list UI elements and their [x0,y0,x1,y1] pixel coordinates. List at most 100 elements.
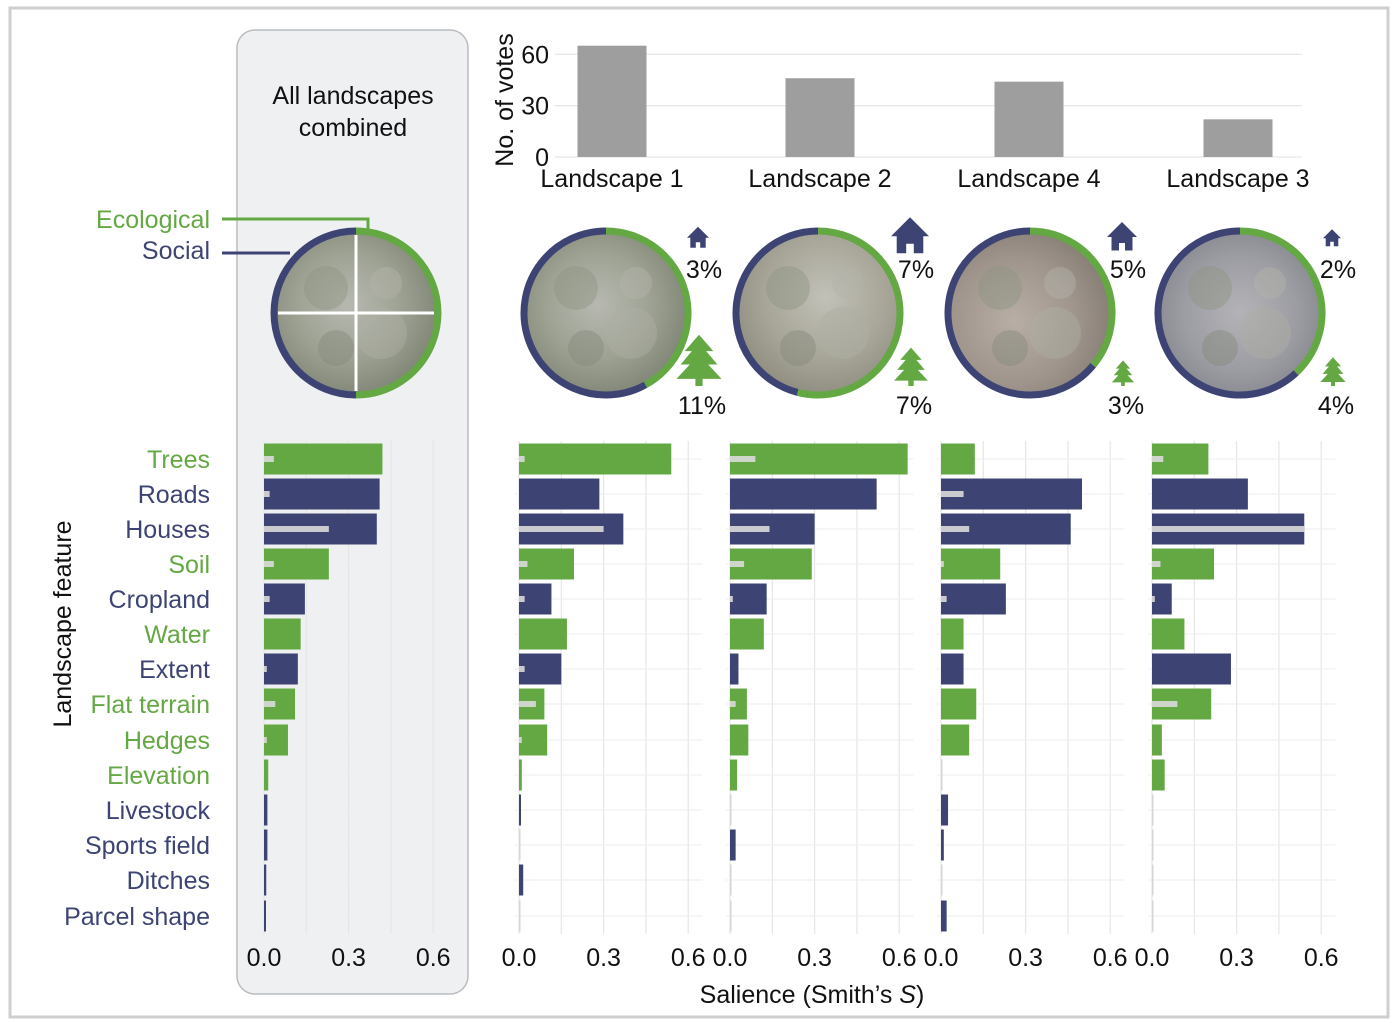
salience-bar-water [264,618,301,650]
social-percent-label: 5% [1110,256,1146,284]
vote-bar-landscape-2 [785,78,855,157]
salience-x-tick-label: 0.6 [671,944,706,972]
salience-bar-livestock [1152,794,1154,826]
salience-x-tick-label: 0.0 [924,944,959,972]
salience-bar-parcel-shape [730,900,732,932]
salience-bar-extent [730,653,739,685]
salience-highlight-flat-terrain [264,701,276,707]
salience-bar-sports-field [1152,829,1154,861]
salience-highlight-extent [519,666,525,672]
feature-label-parcel-shape: Parcel shape [64,903,210,931]
ecological-share-arc [796,227,904,399]
y-axis-title: Landscape feature [49,520,77,727]
salience-bar-flat-terrain [941,688,977,720]
combined-title-line2: combined [299,114,407,142]
house-icon [1323,229,1341,247]
tree-icon [894,347,928,386]
salience-bar-extent [519,653,562,685]
salience-highlight-soil [730,561,745,567]
salience-highlight-cropland [941,596,947,602]
feature-label-cropland: Cropland [109,586,210,614]
ecological-share-arc [605,227,692,388]
salience-bar-cropland [1152,583,1172,615]
salience-bar-sports-field [519,829,521,861]
ecological-percent-label: 11% [678,392,726,420]
feature-label-livestock: Livestock [106,797,211,825]
salience-x-tick-label: 0.6 [882,944,917,972]
salience-highlight-soil [264,561,274,567]
salience-bar-ditches [264,864,267,896]
salience-bar-flat-terrain [730,688,747,720]
feature-label-roads: Roads [138,481,210,509]
salience-highlight-roads [941,491,964,497]
salience-bar-soil [519,548,574,580]
aerial-texture-patch [1202,330,1238,366]
salience-bar-roads [264,478,380,510]
salience-bar-ditches [730,864,732,896]
salience-bar-elevation [941,759,943,791]
aerial-image-placeholder [951,234,1109,392]
social-percent-label: 7% [898,256,934,284]
house-icon [1107,222,1137,251]
aerial-texture-patch [370,267,402,299]
votes-y-tick-label: 60 [521,41,549,69]
feature-label-trees: Trees [147,446,210,474]
salience-x-tick-label: 0.3 [586,944,621,972]
vote-bar-landscape-3 [1203,119,1273,157]
salience-bar-roads [519,478,600,510]
salience-bar-parcel-shape [519,900,521,932]
salience-highlight-soil [1152,561,1161,567]
legend-ecological-label: Ecological [96,206,210,234]
salience-highlight-houses [1152,526,1305,532]
salience-highlight-houses [730,526,770,532]
salience-bar-livestock [264,794,268,826]
pie-landscape-4: 5% 3% [944,222,1146,420]
votes-y-tick-label: 30 [521,93,549,121]
salience-highlight-extent [264,666,267,672]
social-share-arc [732,227,819,396]
feature-label-sports-field: Sports field [85,832,210,860]
salience-bar-parcel-shape [1152,900,1154,932]
salience-bar-soil [1152,548,1215,580]
salience-x-tick-label: 0.0 [247,944,282,972]
house-icon [891,217,929,254]
salience-bar-parcel-shape [264,900,266,932]
ecological-share-arc [1239,227,1326,376]
ecological-share-arc [1029,227,1116,368]
salience-panel-landscape-2: 0.0 0.3 0.6 [713,441,917,972]
salience-bar-elevation [519,759,522,791]
pie-all-landscapes-combined [270,227,442,399]
salience-panel-landscape-4: 0.0 0.3 0.6 [924,441,1128,972]
aerial-texture-patch [355,307,407,359]
salience-x-tick-label: 0.3 [1219,944,1254,972]
vote-category-label: Landscape 4 [957,165,1100,193]
salience-bar-extent [1152,653,1231,685]
salience-x-tick-label: 0.0 [713,944,748,972]
salience-bar-trees [519,443,672,475]
salience-x-tick-label: 0.3 [331,944,366,972]
aerial-texture-patch [620,267,652,299]
social-percent-label: 3% [686,256,722,284]
aerial-texture-patch [780,330,816,366]
salience-panel-landscape-3: 0.0 0.3 0.6 [1135,441,1339,972]
salience-panel-landscape-1: 0.0 0.3 0.6 [502,441,706,972]
salience-bar-ditches [941,864,943,896]
salience-x-tick-label: 0.6 [1093,944,1128,972]
aerial-texture-patch [978,266,1022,310]
salience-bar-water [941,618,964,650]
salience-highlight-houses [941,526,970,532]
salience-x-tick-label: 0.3 [1008,944,1043,972]
salience-x-tick-label: 0.0 [502,944,537,972]
votes-bar-chart: 0 30 60 Landscape 1 Landscape 2 Landscape 4 La… [521,41,1309,193]
salience-bar-elevation [264,759,269,791]
salience-highlight-flat-terrain [730,701,736,707]
feature-label-soil: Soil [168,551,210,579]
pie-landscape-2: 7% 7% [732,217,934,420]
salience-bar-trees [264,443,383,475]
salience-highlight-trees [264,456,274,462]
salience-bar-ditches [519,864,524,896]
ecological-percent-label: 7% [896,392,932,420]
social-share-arc [270,227,357,399]
salience-bar-elevation [1152,759,1165,791]
x-axis-title-italic: S [899,981,916,1009]
